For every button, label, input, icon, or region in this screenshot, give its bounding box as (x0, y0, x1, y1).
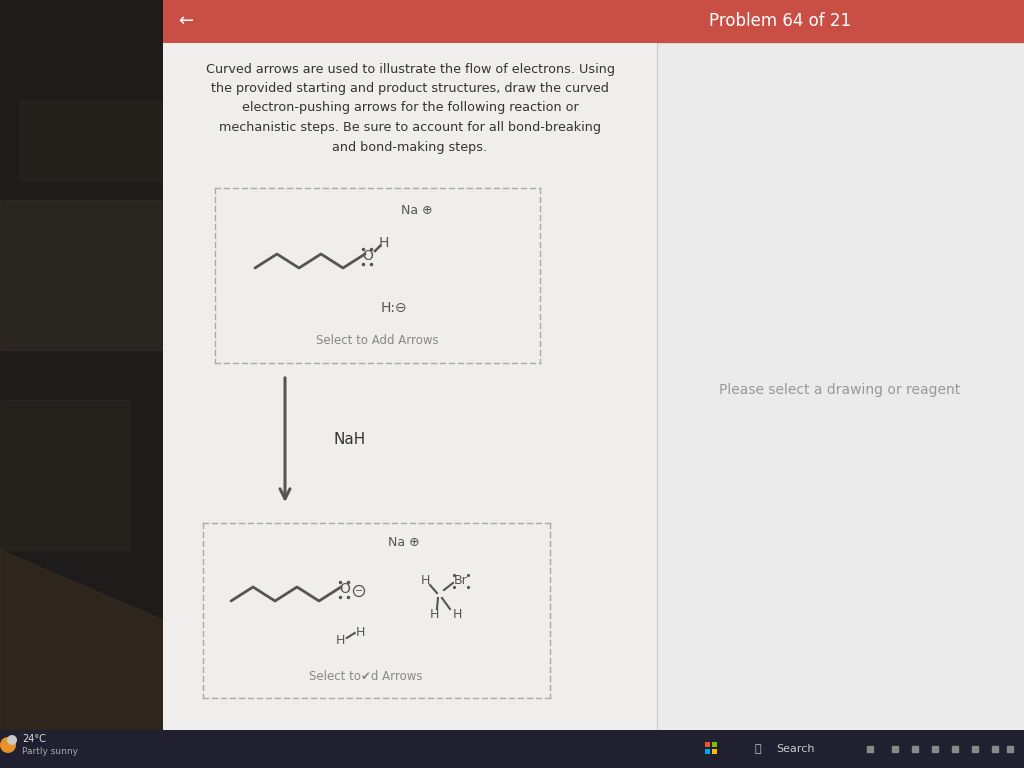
Polygon shape (20, 100, 163, 180)
Bar (0, 730, 1024, 768)
Text: O: O (340, 582, 350, 596)
Text: H: H (429, 608, 438, 621)
Text: H: H (453, 608, 462, 621)
Text: 🔍: 🔍 (755, 744, 761, 754)
Text: −: − (355, 586, 364, 596)
Text: Problem 64 of 21: Problem 64 of 21 (709, 12, 851, 30)
Circle shape (7, 735, 17, 745)
Bar (0, 0, 163, 768)
Text: Search: Search (776, 744, 814, 754)
Bar (705, 749, 710, 753)
Bar (712, 749, 717, 753)
Polygon shape (0, 200, 163, 350)
Text: H:⊖: H:⊖ (381, 301, 408, 315)
Bar (215, 188, 540, 363)
Text: Na ⊕: Na ⊕ (400, 204, 432, 217)
Text: Partly sunny: Partly sunny (22, 747, 78, 756)
Bar (657, 44, 1024, 768)
Polygon shape (0, 400, 130, 550)
Text: Please select a drawing or reagent: Please select a drawing or reagent (720, 383, 961, 397)
Text: Na ⊕: Na ⊕ (388, 537, 420, 549)
Text: H: H (420, 574, 430, 588)
Text: Curved arrows are used to illustrate the flow of electrons. Using
the provided s: Curved arrows are used to illustrate the… (206, 62, 614, 154)
Text: NaH: NaH (334, 432, 367, 448)
Bar (712, 742, 717, 747)
Text: ←: ← (178, 12, 194, 30)
Text: Select to✔d Arrows: Select to✔d Arrows (309, 670, 423, 683)
Text: O: O (362, 249, 374, 263)
Text: H: H (356, 625, 366, 638)
Bar (203, 523, 550, 698)
Polygon shape (0, 550, 163, 768)
Text: H: H (336, 634, 345, 647)
Text: Br: Br (454, 574, 468, 588)
Bar (163, 0, 1024, 43)
Circle shape (0, 737, 16, 753)
Text: Select to Add Arrows: Select to Add Arrows (316, 335, 439, 347)
Text: 24°C: 24°C (22, 734, 46, 744)
Bar (705, 742, 710, 747)
Text: H: H (379, 236, 389, 250)
